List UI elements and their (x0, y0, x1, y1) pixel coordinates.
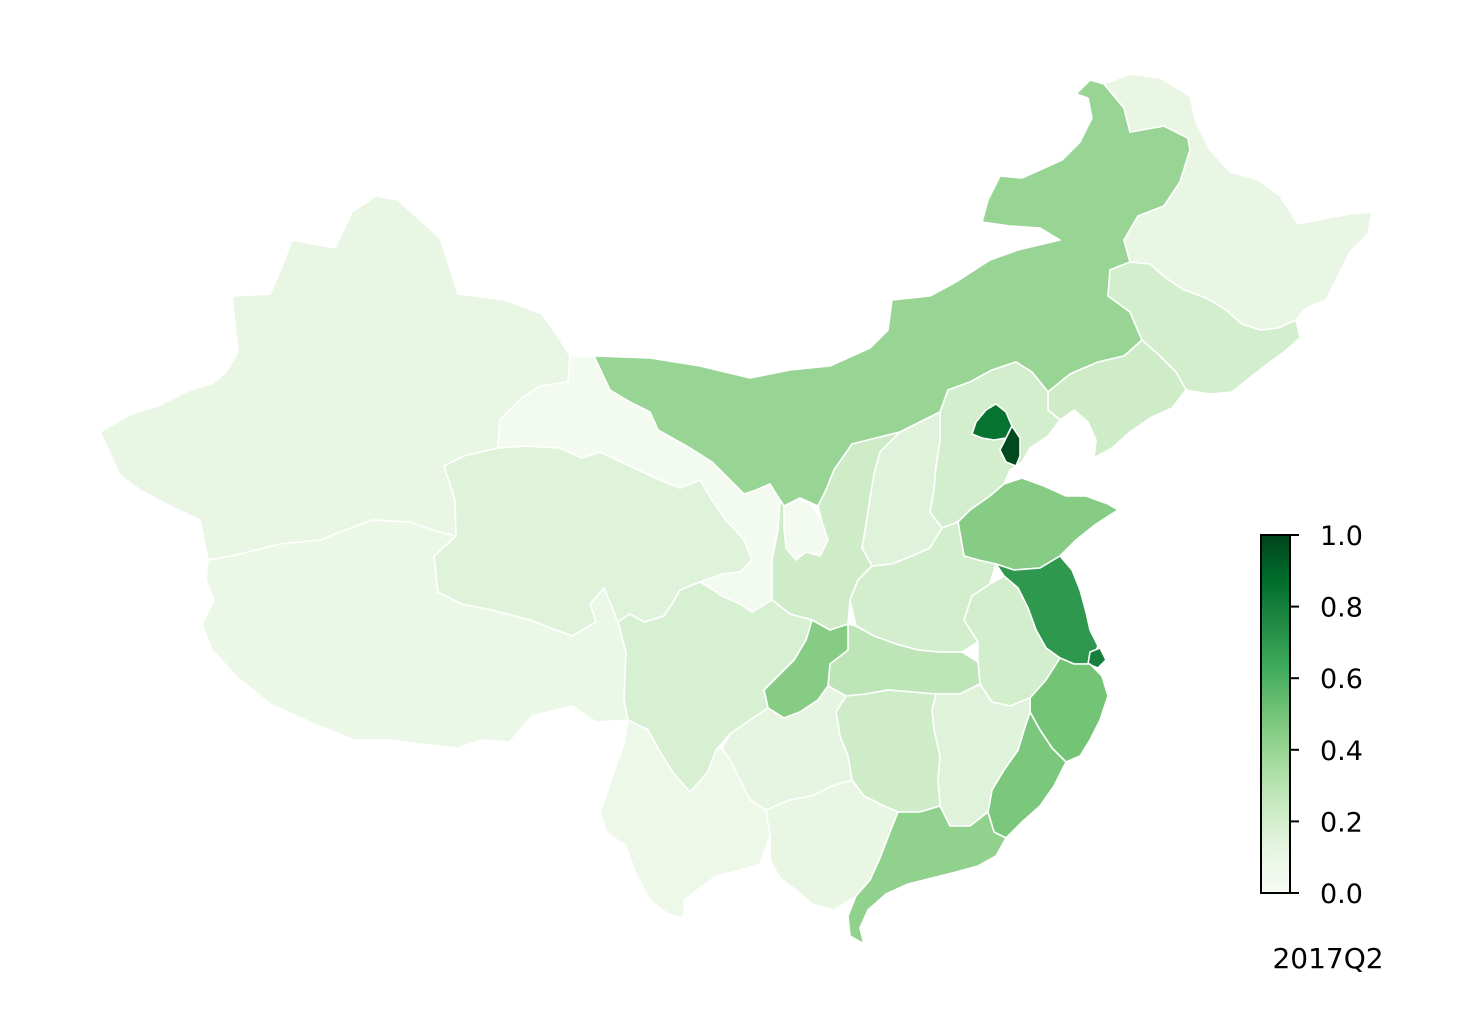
region-yunnan[interactable] (599, 719, 771, 919)
colorbar-tick-label: 0.2 (1320, 807, 1363, 838)
region-guangdong[interactable] (847, 805, 1007, 945)
region-liaoning[interactable] (1047, 339, 1187, 459)
colorbar: 0.0 0.2 0.4 0.6 0.8 1.0 (1260, 521, 1363, 910)
region-tianjin[interactable] (999, 425, 1021, 467)
period-label: 2017Q2 (1272, 942, 1383, 975)
colorbar-tick-label: 0.4 (1320, 736, 1363, 767)
colorbar-gradient (1260, 534, 1291, 894)
colorbar-tick-label: 0.6 (1320, 664, 1363, 695)
colorbar-ticks: 0.0 0.2 0.4 0.6 0.8 1.0 (1290, 521, 1363, 910)
colorbar-tick-label: 0.8 (1320, 593, 1363, 624)
colorbar-tick-label: 0.0 (1320, 879, 1363, 910)
china-province-map (99, 73, 1373, 945)
region-shanghai[interactable] (1087, 647, 1107, 669)
colorbar-tick-label: 1.0 (1320, 521, 1363, 552)
